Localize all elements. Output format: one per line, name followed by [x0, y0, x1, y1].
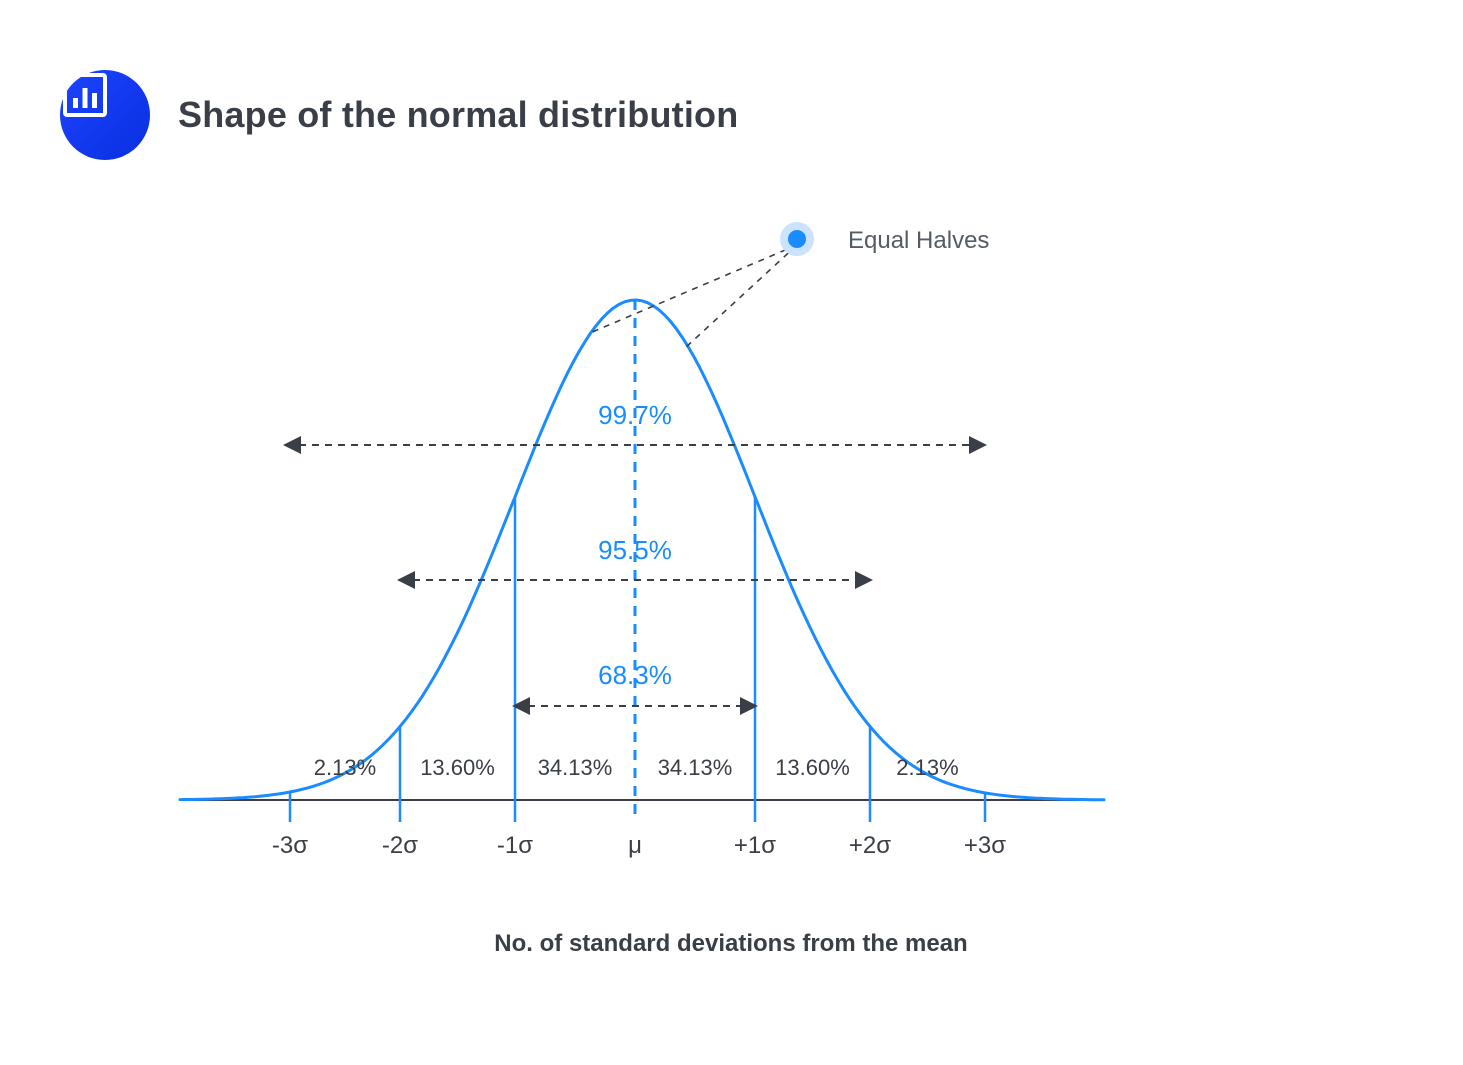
tick-label-0: μ — [628, 832, 642, 860]
chart-svg — [0, 0, 1463, 1065]
x-axis-title: No. of standard deviations from the mean — [494, 930, 967, 958]
band-label: 34.13% — [658, 755, 733, 781]
band-label: 2.13% — [896, 755, 958, 781]
tick-label-neg1: -1σ — [497, 832, 533, 860]
range-pct-sigma1: 68.3% — [598, 660, 672, 691]
tick-label-neg3: -3σ — [272, 832, 308, 860]
legend-marker — [780, 222, 814, 256]
tick-label-neg2: -2σ — [382, 832, 418, 860]
range-pct-sigma2: 95.5% — [598, 535, 672, 566]
figure-canvas: Shape of the normal distribution -3σ-2σ-… — [0, 0, 1463, 1065]
band-label: 34.13% — [538, 755, 613, 781]
legend-label: Equal Halves — [848, 227, 989, 255]
band-label: 13.60% — [775, 755, 850, 781]
tick-label-3: +3σ — [964, 832, 1006, 860]
band-label: 2.13% — [314, 755, 376, 781]
tick-label-1: +1σ — [734, 832, 776, 860]
band-label: 13.60% — [420, 755, 495, 781]
range-pct-sigma3: 99.7% — [598, 400, 672, 431]
tick-label-2: +2σ — [849, 832, 891, 860]
